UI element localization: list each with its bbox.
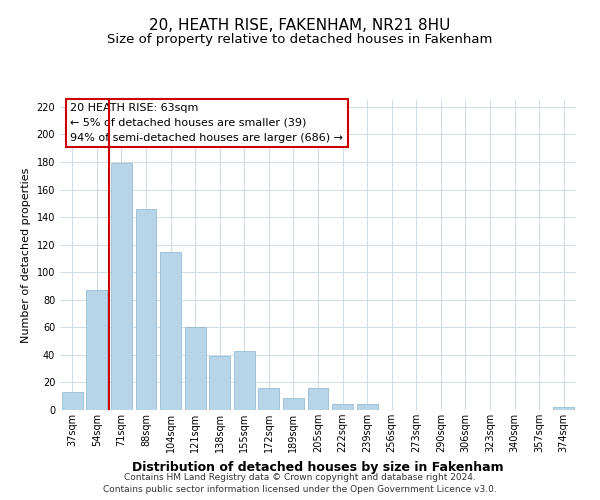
- Bar: [283, 398, 304, 410]
- Y-axis label: Number of detached properties: Number of detached properties: [21, 168, 31, 342]
- Bar: [136, 209, 157, 410]
- Bar: [308, 388, 328, 410]
- Bar: [62, 392, 83, 410]
- Bar: [332, 404, 353, 410]
- Bar: [356, 404, 377, 410]
- Bar: [234, 351, 255, 410]
- Bar: [160, 252, 181, 410]
- Bar: [259, 388, 280, 410]
- Text: Contains public sector information licensed under the Open Government Licence v3: Contains public sector information licen…: [103, 486, 497, 494]
- Text: 20, HEATH RISE, FAKENHAM, NR21 8HU: 20, HEATH RISE, FAKENHAM, NR21 8HU: [149, 18, 451, 32]
- Text: Contains HM Land Registry data © Crown copyright and database right 2024.: Contains HM Land Registry data © Crown c…: [124, 473, 476, 482]
- Text: Size of property relative to detached houses in Fakenham: Size of property relative to detached ho…: [107, 32, 493, 46]
- Bar: [185, 328, 206, 410]
- Bar: [209, 356, 230, 410]
- X-axis label: Distribution of detached houses by size in Fakenham: Distribution of detached houses by size …: [132, 460, 504, 473]
- Text: 20 HEATH RISE: 63sqm
← 5% of detached houses are smaller (39)
94% of semi-detach: 20 HEATH RISE: 63sqm ← 5% of detached ho…: [70, 103, 343, 142]
- Bar: [86, 290, 107, 410]
- Bar: [111, 164, 132, 410]
- Bar: [553, 407, 574, 410]
